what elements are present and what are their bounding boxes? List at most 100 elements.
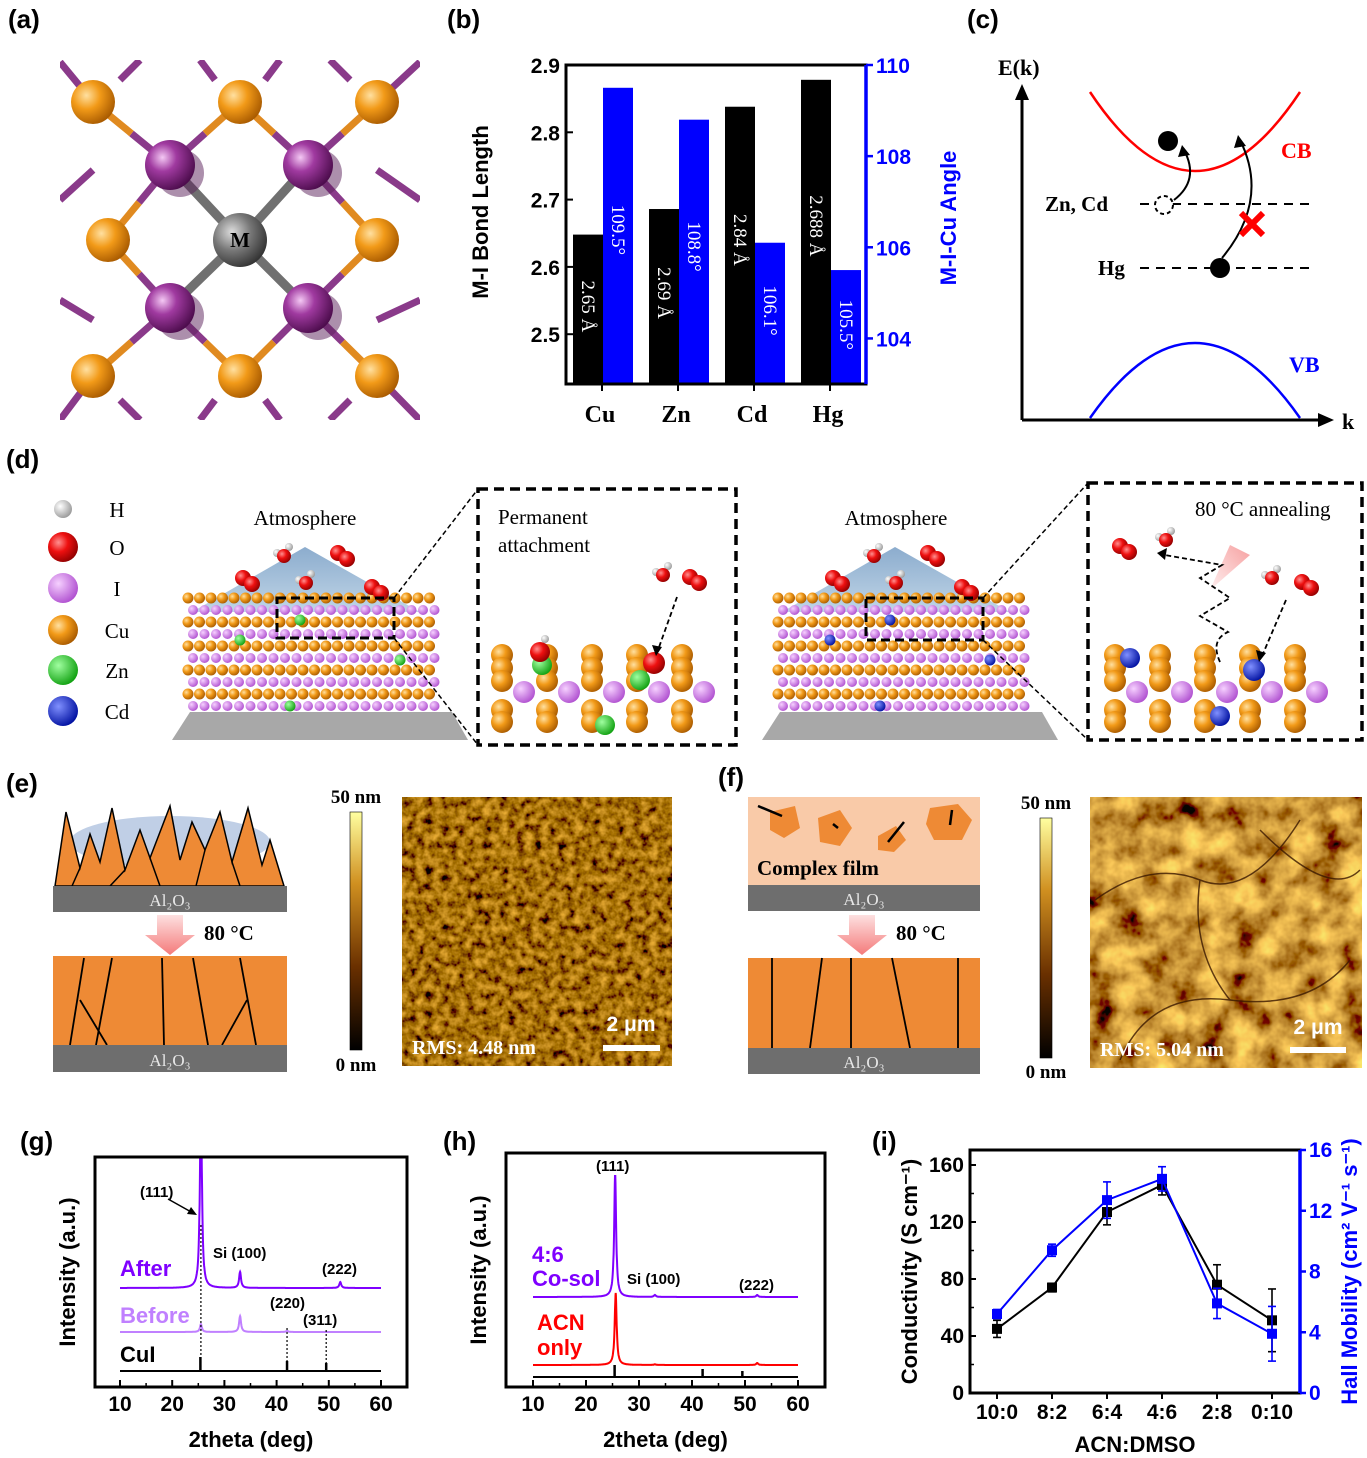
iodine-atom — [1008, 653, 1018, 663]
copper-atom — [818, 616, 830, 628]
copper-atom — [784, 616, 795, 628]
copper-atom — [309, 664, 320, 676]
legend-label: Cu — [105, 619, 130, 643]
iodine-atom — [893, 653, 903, 663]
panel-label-h: (h) — [443, 1126, 476, 1156]
iodine-atom — [188, 701, 198, 711]
copper-atom — [795, 688, 807, 700]
attachment-arrow — [657, 596, 678, 651]
colorbar-max-label: 50 nm — [331, 787, 381, 808]
annotation-222: (222) — [739, 1277, 774, 1294]
iodine-atom — [326, 653, 336, 663]
cadmium-atom — [1120, 648, 1140, 668]
conduction-band — [1088, 91, 1302, 173]
copper-atom — [412, 640, 424, 652]
copper-atom — [910, 640, 922, 652]
y-axis-label: Intensity (a.u.) — [466, 1195, 491, 1344]
iodine-atom — [372, 653, 382, 663]
copper-atom — [251, 640, 263, 652]
panel-label-g: (g) — [20, 1126, 53, 1156]
x-tick-label: 4:6 — [1147, 1401, 1177, 1424]
iodine-atom — [985, 629, 995, 639]
x-tick-label: 40 — [680, 1393, 703, 1416]
copper-atom — [355, 640, 366, 652]
iodine-atom — [360, 653, 371, 663]
iodine-atom — [211, 629, 221, 639]
iodine-atom — [188, 605, 198, 615]
plot-frame — [968, 1148, 1302, 1395]
copper-atom — [263, 616, 274, 628]
substrate-bottom — [53, 1045, 287, 1072]
y-right-tick-label: 16 — [1309, 1139, 1332, 1162]
height-colorbar — [1039, 817, 1053, 1059]
copper-atom — [1149, 711, 1171, 733]
data-point-mobility — [1157, 1173, 1167, 1184]
x-tick-label: 8:2 — [1037, 1401, 1067, 1424]
iodine-atom — [349, 605, 359, 615]
copper-atom — [1014, 664, 1025, 676]
dopant-atom — [824, 634, 836, 646]
k-axis-label: k — [1342, 409, 1355, 434]
iodine-atom — [211, 653, 221, 663]
copper-atom — [956, 688, 968, 700]
iodine-atom — [801, 605, 811, 615]
iodine-atom — [789, 701, 800, 711]
iodine-atom — [326, 701, 336, 711]
y-tick-label: 2.5 — [531, 324, 561, 347]
iodine-atom — [188, 677, 198, 687]
empty-state — [1154, 195, 1174, 215]
iodine-atom — [789, 629, 800, 639]
y-tick-label: 80 — [941, 1268, 964, 1291]
annotation-si100: Si (100) — [627, 1271, 680, 1288]
arrowhead-icon — [1256, 650, 1266, 662]
hydrogen-atom — [285, 543, 293, 551]
iodine-atom — [395, 701, 405, 711]
iodine-atom — [603, 681, 625, 703]
copper-atom — [355, 592, 366, 604]
substrate-top — [53, 886, 287, 912]
copper-atom — [355, 616, 366, 628]
x-tick-label: 30 — [213, 1393, 236, 1416]
data-point-mobility — [1047, 1245, 1057, 1256]
anneal-arrow-icon — [837, 915, 887, 955]
bond — [327, 60, 353, 83]
xrd-chart-h: 10 20 30 40 50 60 2theta (deg) Intensity (a.u.)… — [466, 1151, 827, 1452]
copper-atom — [887, 640, 899, 652]
copper-atom — [217, 688, 228, 700]
iodine-atom — [789, 605, 800, 615]
iodine-atom — [1019, 629, 1030, 639]
iodine-atom — [904, 605, 915, 615]
oxygen-molecule — [339, 551, 355, 567]
legend-label: Zn — [105, 659, 129, 683]
copper-atom — [412, 616, 424, 628]
iodine-atom — [973, 653, 984, 663]
arrowhead-icon — [1157, 548, 1167, 560]
copper-atom — [194, 640, 205, 652]
copper-atom — [205, 616, 217, 628]
inset-right-label: 80 °C annealing — [1195, 497, 1331, 521]
copper-atom — [876, 640, 887, 652]
cadmium-atom — [1243, 659, 1265, 681]
iodine-atom — [383, 605, 394, 615]
iodine-atom — [372, 701, 382, 711]
copper-atom — [818, 688, 830, 700]
iodine-atom — [778, 653, 788, 663]
y-tick-label: 0 — [952, 1382, 964, 1405]
iodine-atom — [904, 653, 915, 663]
oxygen-molecule — [929, 551, 945, 567]
copper-atom — [228, 592, 240, 604]
iodine-atom — [985, 605, 995, 615]
blocked-transition-arrow — [1221, 139, 1253, 259]
iodine-atom — [188, 629, 198, 639]
y-right-axis-label: Hall Mobility (cm² V⁻¹ s⁻¹) — [1337, 1138, 1362, 1404]
bar-data-label: 109.5° — [607, 205, 628, 255]
x-tick-label: 40 — [265, 1393, 288, 1416]
annotation-222: (222) — [322, 1261, 357, 1278]
copper-atom — [1239, 711, 1261, 733]
annealed-film — [53, 956, 287, 1045]
copper-atom — [389, 688, 401, 700]
x-tick-label: 2:8 — [1202, 1401, 1233, 1424]
copper-atom — [240, 592, 251, 604]
zoom-guide — [393, 488, 479, 599]
copper-atom — [194, 688, 205, 700]
